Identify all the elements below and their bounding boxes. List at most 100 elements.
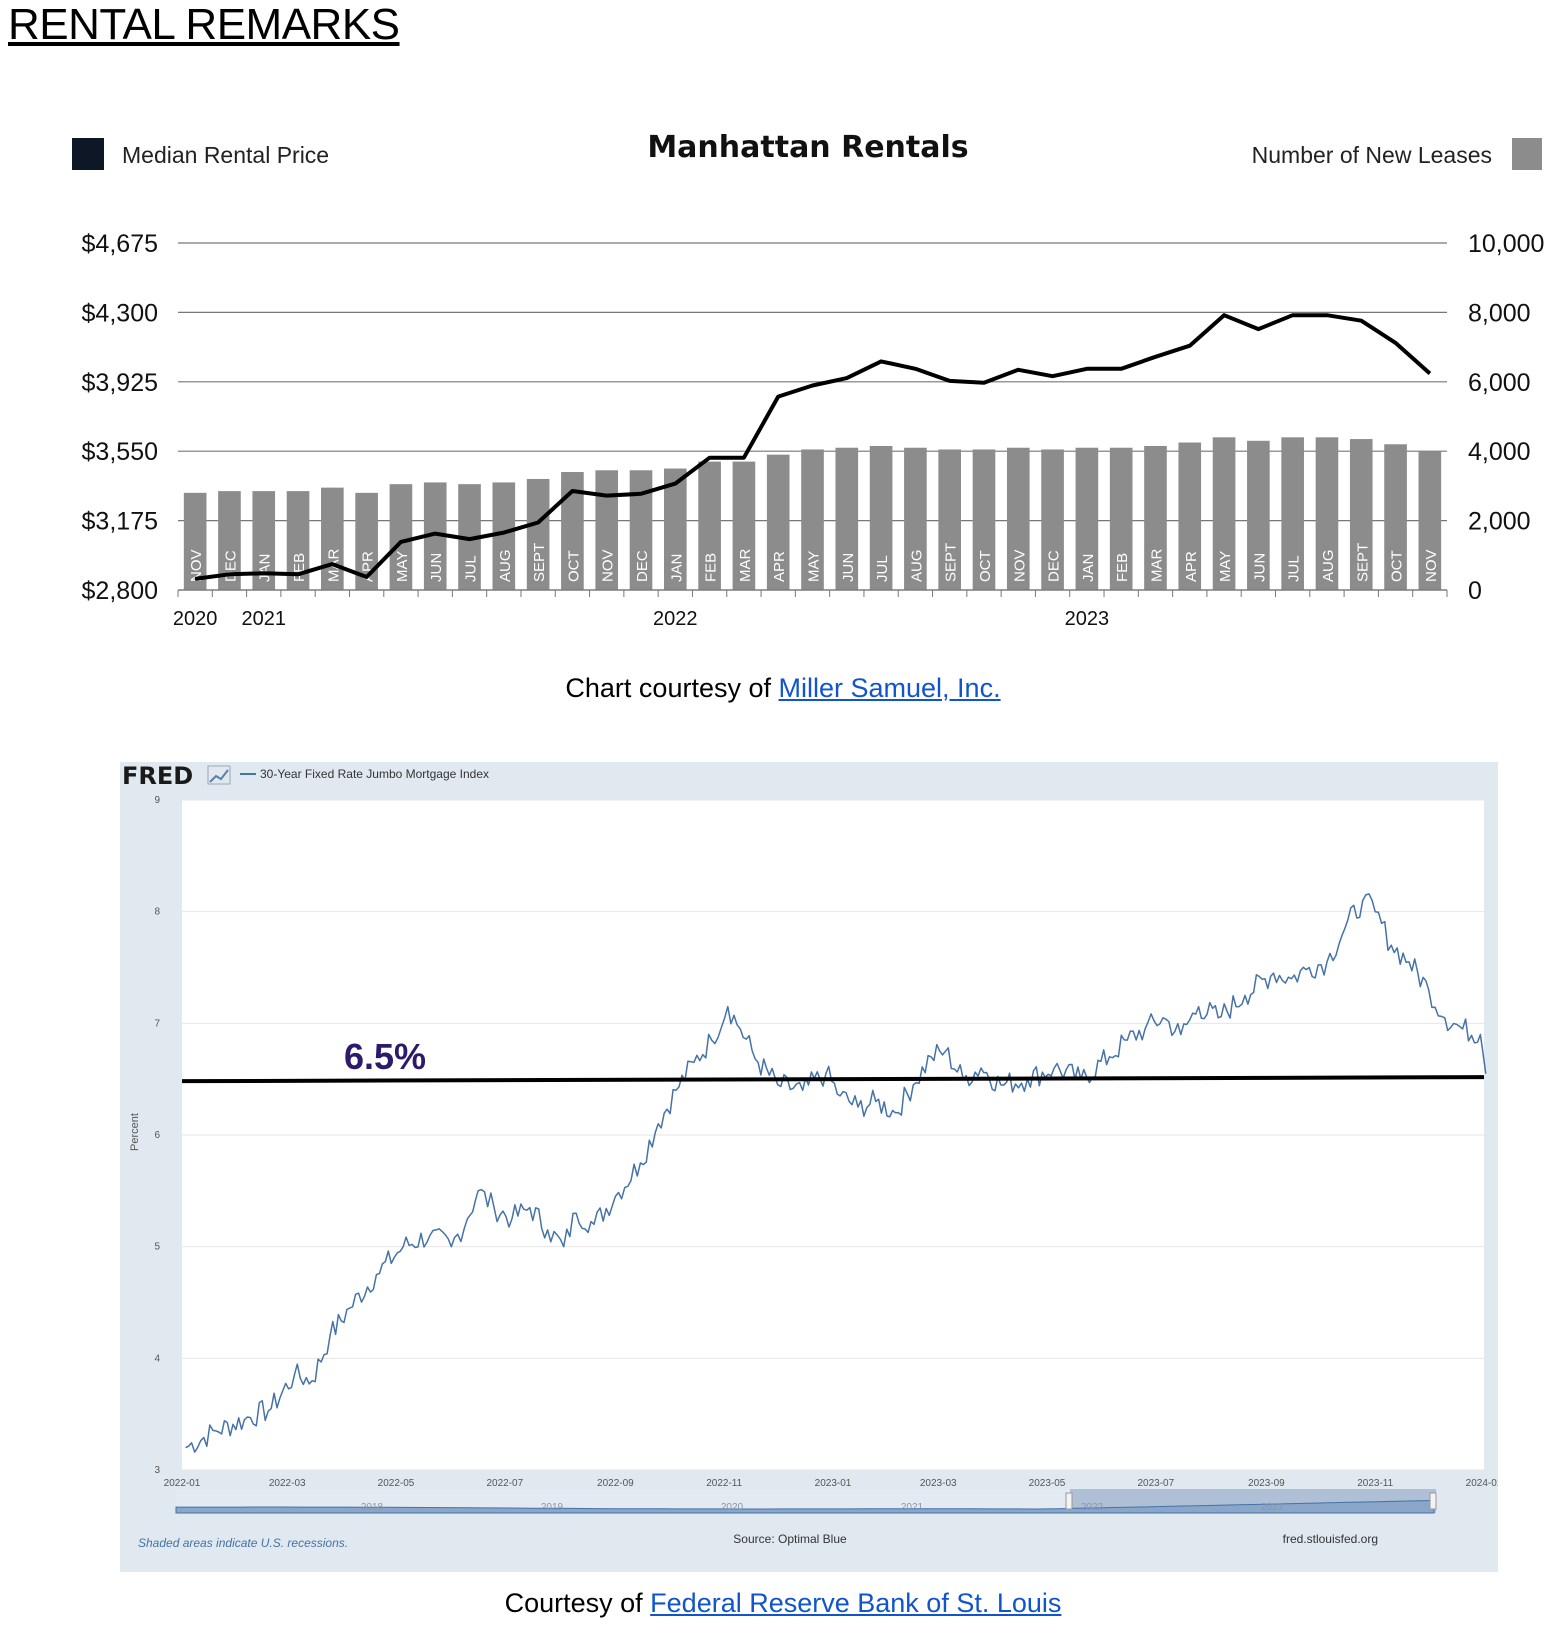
year-label: 2020 <box>173 608 218 630</box>
navigator-right-handle[interactable] <box>1429 1492 1437 1510</box>
fred-x-tick: 2022-09 <box>597 1478 634 1489</box>
month-label: MAY <box>806 551 823 582</box>
navigator-year: 2023 <box>1261 1502 1284 1513</box>
left-tick-label: $3,175 <box>82 508 158 536</box>
month-label: JUL <box>874 555 891 582</box>
fred-x-tick: 2022-05 <box>378 1478 415 1489</box>
fred-x-tick: 2023-01 <box>815 1478 852 1489</box>
month-label: JUL <box>463 555 480 582</box>
month-label: SEPT <box>943 543 960 582</box>
credit-prefix-2: Courtesy of <box>504 1588 651 1618</box>
fred-x-tick: 2022-03 <box>269 1478 306 1489</box>
fred-gridlines <box>182 799 1484 1471</box>
fred-series-name: 30-Year Fixed Rate Jumbo Mortgage Index <box>260 767 489 781</box>
month-label: JAN <box>1080 554 1097 582</box>
lease-bar <box>526 478 550 590</box>
fred-jumbo-mortgage-chart: FRED 30-Year Fixed Rate Jumbo Mortgage I… <box>120 762 1498 1572</box>
month-label: NOV <box>188 549 205 582</box>
month-label: MAR <box>1148 549 1165 583</box>
lease-bar <box>286 491 310 590</box>
chart-credit-miller: Chart courtesy of Miller Samuel, Inc. <box>0 673 1566 704</box>
lease-bar <box>629 470 653 590</box>
lease-bar <box>1144 445 1167 590</box>
lease-bar <box>355 492 378 590</box>
lease-bar <box>904 447 927 590</box>
credit-prefix: Chart courtesy of <box>565 673 779 703</box>
fred-logo: FRED <box>122 762 193 790</box>
reference-line-label: 6.5% <box>344 1036 426 1077</box>
left-axis: $4,675 $4,300 $3,925 $3,550 $3,175 $2,800 <box>82 230 158 605</box>
month-label: SEPT <box>1354 543 1371 582</box>
month-label: AUG <box>497 549 514 582</box>
lease-bar <box>252 491 276 590</box>
lease-bar <box>389 484 413 590</box>
fred-y-tick: 9 <box>154 795 160 806</box>
month-label: OCT <box>977 550 994 582</box>
lease-bar <box>766 454 790 590</box>
month-label: JAN <box>668 554 685 582</box>
month-label: DEC <box>634 550 651 582</box>
fred-x-tick: 2022-11 <box>706 1478 742 1489</box>
chart-title: Manhattan Rentals <box>647 130 968 165</box>
lease-bar <box>1281 437 1304 590</box>
year-label: 2021 <box>241 608 286 630</box>
fred-y-tick: 6 <box>154 1130 160 1141</box>
lease-bar <box>1212 437 1236 590</box>
right-tick-label: 4,000 <box>1468 438 1531 466</box>
year-label: 2022 <box>653 608 698 630</box>
fred-y-tick: 8 <box>154 907 160 918</box>
fred-x-tick: 2023-05 <box>1029 1478 1066 1489</box>
legend-swatch-median-price <box>72 138 104 170</box>
fred-y-tick: 4 <box>154 1353 160 1364</box>
left-tick-label: $3,925 <box>82 369 158 397</box>
fred-navigator[interactable]: 2018 2019 2020 2021 2022 2023 <box>175 1489 1437 1514</box>
lease-bar <box>732 461 756 590</box>
month-label: NOV <box>600 549 617 582</box>
fred-x-tick: 2023-03 <box>920 1478 957 1489</box>
month-label: NOV <box>1011 549 1028 582</box>
x-axis <box>177 589 1448 597</box>
fred-x-tick: 2022-07 <box>486 1478 523 1489</box>
reference-line-6-5 <box>181 1075 1485 1084</box>
lease-bar <box>423 482 447 590</box>
month-label: MAY <box>394 551 411 582</box>
legend-label-new-leases: Number of New Leases <box>1252 142 1492 168</box>
manhattan-rentals-chart: Median Rental Price Manhattan Rentals Nu… <box>72 130 1544 630</box>
navigator-year: 2021 <box>901 1502 924 1513</box>
month-label: FEB <box>703 553 720 582</box>
month-label: JUL <box>1286 555 1303 582</box>
lease-bar <box>595 470 619 590</box>
navigator-left-handle[interactable] <box>1065 1492 1073 1510</box>
month-label: OCT <box>1389 550 1406 582</box>
fred-y-tick: 7 <box>154 1018 160 1029</box>
fred-x-tick: 2022-01 <box>164 1478 201 1489</box>
right-tick-label: 0 <box>1468 577 1482 605</box>
lease-bar <box>1075 447 1099 590</box>
month-label: SEPT <box>531 543 548 582</box>
month-label: JUN <box>840 553 857 582</box>
miller-samuel-link[interactable]: Miller Samuel, Inc. <box>778 673 1001 703</box>
lease-bar <box>869 445 893 590</box>
legend-swatch-new-leases <box>1512 138 1542 170</box>
right-tick-label: 8,000 <box>1468 299 1531 327</box>
fred-x-tick: 2023-11 <box>1357 1478 1393 1489</box>
fred-y-tick: 3 <box>154 1465 160 1476</box>
recession-note: Shaded areas indicate U.S. recessions. <box>138 1536 348 1550</box>
lease-bar <box>561 472 584 590</box>
fred-y-axis-label: Percent <box>129 1113 141 1151</box>
month-label: APR <box>1183 551 1200 582</box>
month-label: FEB <box>291 553 308 582</box>
right-tick-label: 10,000 <box>1468 230 1544 258</box>
lease-bar <box>1109 447 1133 590</box>
lease-bar <box>1349 439 1373 590</box>
lease-bar <box>183 492 207 590</box>
lease-bar <box>1041 449 1064 590</box>
month-label: AUG <box>908 549 925 582</box>
lease-bar <box>972 449 996 590</box>
month-label: OCT <box>565 550 582 582</box>
fed-st-louis-link[interactable]: Federal Reserve Bank of St. Louis <box>650 1588 1062 1618</box>
lease-bar <box>218 491 241 590</box>
lease-bar <box>698 461 721 590</box>
left-tick-label: $4,300 <box>82 299 158 327</box>
left-tick-label: $2,800 <box>82 577 158 605</box>
